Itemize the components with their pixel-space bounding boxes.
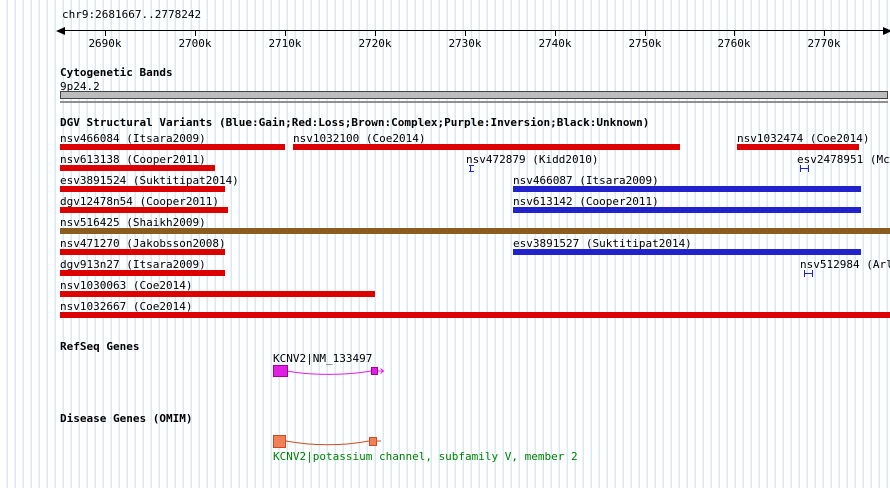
tick-mark (105, 31, 106, 36)
tick-label: 2690k (88, 37, 122, 50)
variant-bar[interactable] (60, 312, 890, 318)
variant-label[interactable]: nsv1032474 (Coe2014) (737, 132, 870, 145)
refseq-gene-glyph[interactable] (273, 362, 393, 378)
cytoband-bar (60, 91, 888, 99)
variant-bar[interactable] (60, 207, 228, 213)
variant-bar[interactable] (60, 228, 890, 234)
tick-label: 2770k (807, 37, 841, 50)
variant-label[interactable]: esv3891527 (Suktitipat2014) (513, 237, 692, 250)
tick-mark (645, 31, 646, 36)
omim-gene-label[interactable]: KCNV2|potassium channel, subfamily V, me… (273, 450, 578, 463)
variant-bar[interactable] (513, 186, 861, 192)
variant-label[interactable]: nsv471270 (Jakobsson2008) (60, 237, 226, 250)
tick-label: 2730k (448, 37, 482, 50)
section-title-omim: Disease Genes (OMIM) (60, 412, 193, 425)
variant-label[interactable]: nsv1030063 (Coe2014) (60, 279, 193, 292)
variant-label[interactable]: nsv613138 (Cooper2011) (60, 153, 206, 166)
variant-label[interactable]: dgv12478n54 (Cooper2011) (60, 195, 219, 208)
ruler-arrow-left-icon (56, 27, 65, 35)
variant-label[interactable]: nsv1032100 (Coe2014) (293, 132, 426, 145)
tick-mark (285, 31, 286, 36)
variant-label[interactable]: esv3891524 (Suktitipat2014) (60, 174, 239, 187)
variant-label[interactable]: nsv512984 (Arlt (800, 258, 890, 271)
variant-bar[interactable] (60, 144, 285, 150)
tick-label: 2710k (268, 37, 302, 50)
tick-label: 2700k (178, 37, 212, 50)
tick-mark (195, 31, 196, 36)
variant-label[interactable]: dgv913n27 (Itsara2009) (60, 258, 206, 271)
variant-bar[interactable] (513, 207, 861, 213)
cytoband-baseline (60, 101, 888, 103)
tick-label: 2740k (538, 37, 572, 50)
tick-mark (465, 31, 466, 36)
variant-label[interactable]: nsv466087 (Itsara2009) (513, 174, 659, 187)
omim-gene-glyph[interactable] (273, 433, 393, 451)
variant-bar[interactable] (60, 249, 225, 255)
variant-label[interactable]: esv2478951 (McK (797, 153, 890, 166)
variant-label[interactable]: nsv466084 (Itsara2009) (60, 132, 206, 145)
variant-hbeam-glyph[interactable] (804, 270, 813, 277)
section-title-dgv: DGV Structural Variants (Blue:Gain;Red:L… (60, 116, 650, 129)
region-label: chr9:2681667..2778242 (62, 8, 202, 21)
tick-mark (375, 31, 376, 36)
tick-mark (734, 31, 735, 36)
variant-bar[interactable] (60, 270, 225, 276)
variant-bar[interactable] (293, 144, 680, 150)
variant-bar[interactable] (737, 144, 859, 150)
variant-bar[interactable] (60, 165, 215, 171)
tick-mark (824, 31, 825, 36)
variant-label[interactable]: nsv1032667 (Coe2014) (60, 300, 193, 313)
tick-label: 2750k (628, 37, 662, 50)
variant-label[interactable]: nsv472879 (Kidd2010) (466, 153, 599, 166)
variant-label[interactable]: nsv613142 (Cooper2011) (513, 195, 659, 208)
cytoband-label: 9p24.2 (60, 80, 100, 93)
tick-mark (555, 31, 556, 36)
ruler-line (64, 30, 884, 31)
variant-ibeam-glyph[interactable] (469, 165, 474, 172)
tick-label: 2760k (717, 37, 751, 50)
ruler-arrow-right-icon (883, 27, 890, 35)
variant-hbeam-glyph[interactable] (800, 165, 809, 172)
variant-bar[interactable] (60, 186, 225, 192)
tick-label: 2720k (358, 37, 392, 50)
refseq-gene-label[interactable]: KCNV2|NM_133497 (273, 352, 373, 365)
variant-label[interactable]: nsv516425 (Shaikh2009) (60, 216, 206, 229)
section-title-refseq: RefSeq Genes (60, 340, 140, 353)
variant-bar[interactable] (60, 291, 375, 297)
variant-bar[interactable] (513, 249, 861, 255)
section-title-cytobands: Cytogenetic Bands (60, 66, 173, 79)
